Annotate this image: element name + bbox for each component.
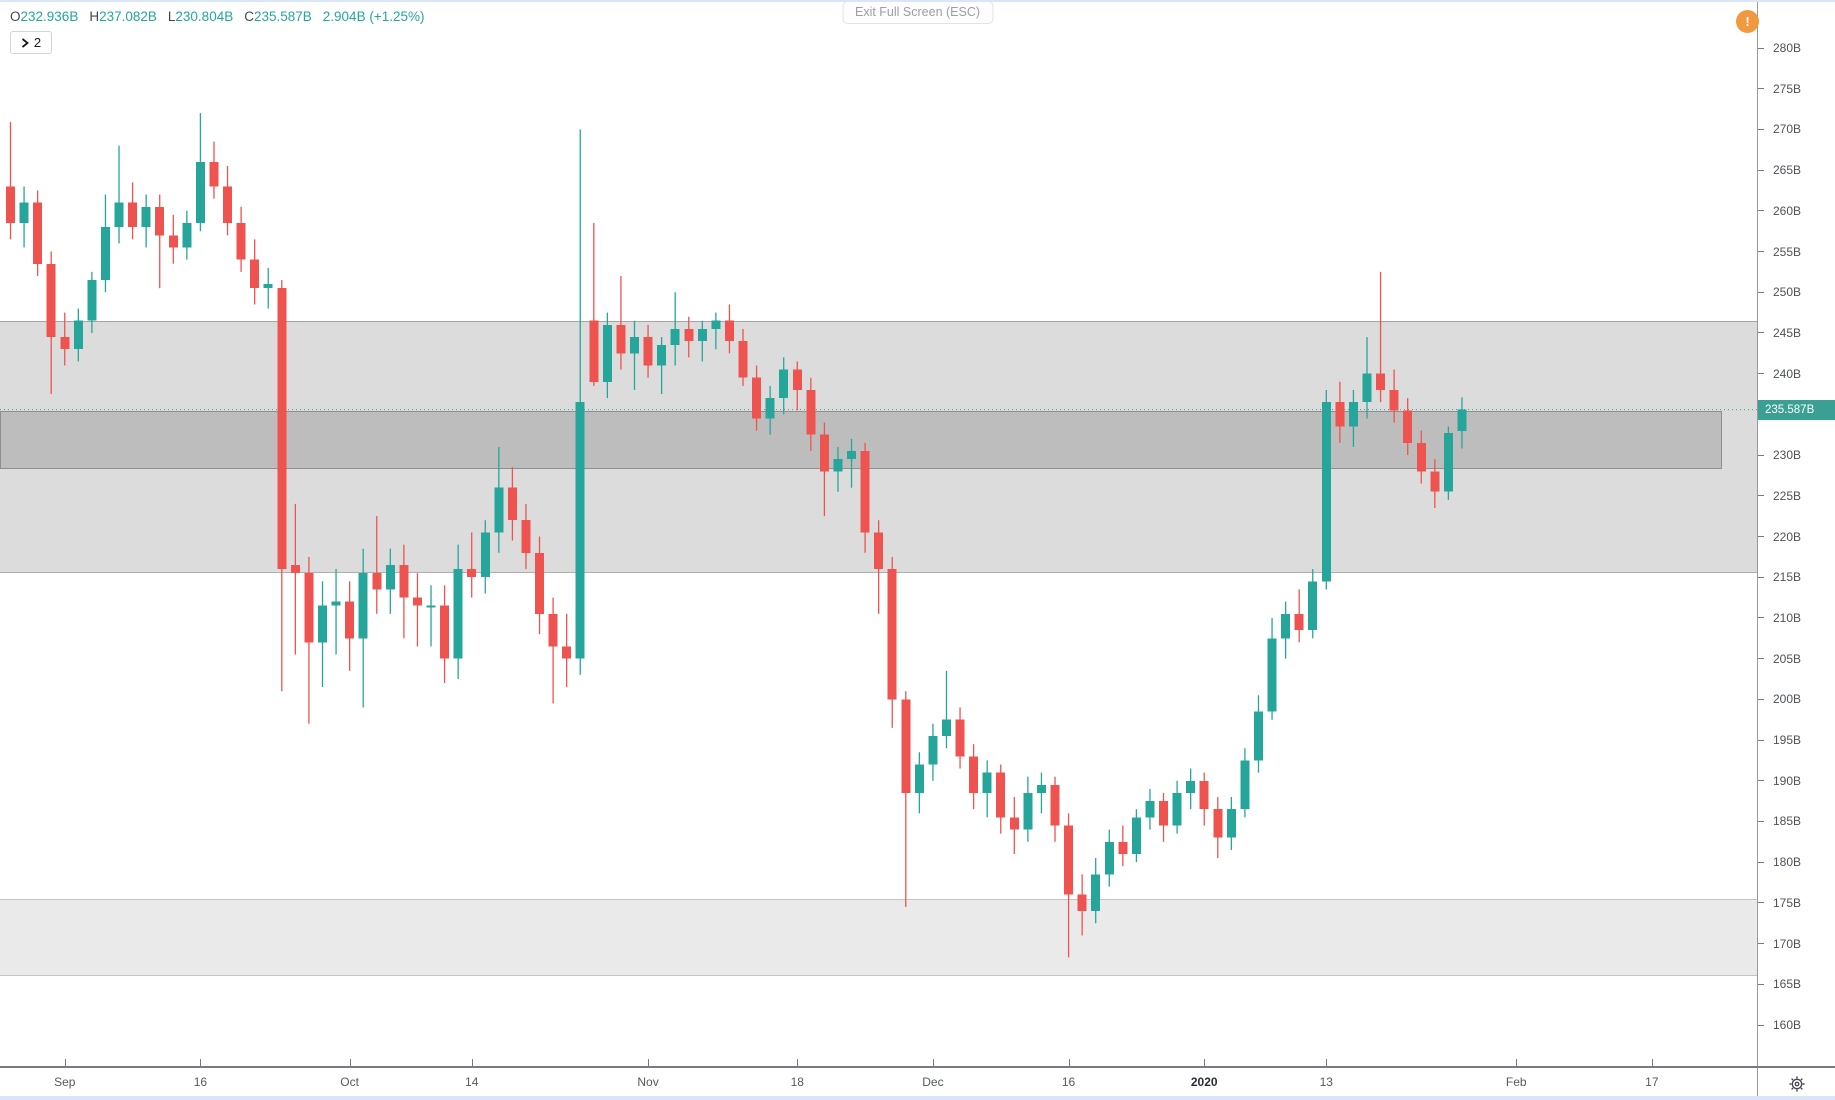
window-bottom-edge	[0, 1096, 1835, 1100]
price-tick	[1758, 576, 1764, 578]
price-tick	[1758, 373, 1764, 375]
price-tick-label: 280B	[1773, 41, 1802, 55]
price-tick	[1758, 536, 1764, 537]
price-tick	[1758, 698, 1764, 700]
price-tick	[1758, 210, 1764, 212]
current-price-label: 235.587B	[1758, 399, 1835, 420]
price-tick-label: 195B	[1773, 733, 1802, 748]
ohlc-change: 2.904B (+1.25%)	[322, 9, 425, 24]
ohlc-low: L230.804B	[167, 9, 234, 24]
time-tick-label: Feb	[1505, 1075, 1527, 1089]
time-tick	[349, 1059, 351, 1066]
axis-corner-cell	[1757, 1066, 1835, 1100]
price-tick-label: 215B	[1773, 570, 1802, 585]
indicators-count: 2	[33, 35, 42, 50]
price-tick	[1758, 47, 1764, 49]
ohlc-high: H237.082B	[89, 9, 157, 24]
exit-fullscreen-button[interactable]: Exit Full Screen (ESC)	[841, 1, 994, 24]
price-tick	[1758, 617, 1764, 619]
time-tick-label: 16	[1061, 1075, 1076, 1089]
price-tick-label: 255B	[1773, 244, 1802, 259]
window-top-edge	[0, 0, 1835, 2]
chevron-right-icon	[21, 37, 29, 48]
price-tick-label: 190B	[1773, 773, 1802, 788]
price-tick-label: 210B	[1773, 610, 1802, 625]
price-tick-label: 250B	[1773, 285, 1802, 300]
indicators-expand-button[interactable]: 2	[10, 31, 52, 54]
gear-icon[interactable]	[1787, 1074, 1807, 1094]
price-tick-label: 205B	[1773, 651, 1802, 666]
time-tick-label: Oct	[340, 1075, 359, 1089]
time-tick	[64, 1059, 66, 1066]
price-tick	[1758, 454, 1764, 456]
time-tick-label: Nov	[637, 1075, 659, 1089]
time-tick	[471, 1059, 473, 1066]
price-tick-label: 240B	[1773, 366, 1802, 381]
price-tick	[1758, 169, 1764, 171]
price-tick	[1758, 291, 1764, 293]
time-tick	[1068, 1059, 1070, 1066]
price-tick-label: 185B	[1773, 814, 1802, 829]
time-tick	[200, 1059, 202, 1066]
price-tick-label: 175B	[1773, 895, 1802, 910]
ohlc-close: C235.587B	[244, 9, 312, 24]
warning-icon[interactable]: !	[1736, 10, 1759, 33]
time-tick	[1204, 1059, 1206, 1066]
time-tick	[1516, 1059, 1518, 1066]
price-tick	[1758, 780, 1764, 782]
time-tick	[1326, 1059, 1328, 1066]
time-tick-label: 17	[1645, 1075, 1659, 1089]
price-tick-label: 270B	[1773, 122, 1802, 137]
time-axis[interactable]: Sep 16 Oct 14 Nov 18 Dec 16 2020 13 Feb 17	[0, 1059, 1757, 1100]
price-tick-label: 230B	[1773, 448, 1802, 463]
lower-light-zone	[0, 898, 1757, 977]
time-tick	[932, 1059, 934, 1066]
price-axis[interactable]: 280B275B270B265B260B255B250B245B240B235B…	[1757, 0, 1835, 1066]
time-tick-label: Dec	[922, 1075, 944, 1089]
price-tick	[1758, 902, 1764, 904]
candles-layer	[0, 113, 1757, 958]
price-tick-label: 160B	[1773, 1018, 1802, 1032]
price-tick-label: 165B	[1773, 977, 1802, 992]
legend: O232.936B H237.082B L230.804B C235.587B …	[10, 9, 425, 54]
time-tick	[797, 1059, 799, 1066]
price-tick	[1758, 943, 1764, 945]
price-tick	[1758, 658, 1764, 660]
price-tick	[1758, 1024, 1764, 1026]
time-tick	[648, 1059, 650, 1066]
price-tick-label: 260B	[1773, 203, 1802, 218]
price-tick	[1758, 820, 1764, 822]
price-tick	[1758, 861, 1764, 863]
price-tick-label: 225B	[1773, 488, 1802, 503]
price-tick-label: 265B	[1773, 163, 1802, 178]
time-tick	[1651, 1059, 1653, 1066]
time-tick-label: 18	[790, 1075, 804, 1089]
price-tick-label: 275B	[1773, 81, 1802, 96]
price-tick-label: 245B	[1773, 325, 1802, 340]
price-tick	[1758, 128, 1764, 130]
price-tick	[1758, 739, 1764, 741]
price-tick-label: 170B	[1773, 936, 1802, 951]
time-tick-label: 13	[1319, 1075, 1333, 1089]
price-tick-label: 180B	[1773, 855, 1802, 870]
price-tick	[1758, 88, 1764, 90]
price-tick-label: 200B	[1773, 692, 1802, 707]
price-tick-label: 220B	[1773, 529, 1802, 544]
ohlc-open: O232.936B	[10, 9, 79, 24]
candlestick-chart[interactable]	[0, 0, 1757, 1066]
price-tick	[1758, 332, 1764, 334]
time-tick-label: 16	[193, 1075, 208, 1089]
time-tick-label: Sep	[54, 1075, 76, 1089]
price-tick	[1758, 251, 1764, 253]
price-tick	[1758, 495, 1764, 497]
price-tick	[1758, 983, 1764, 985]
time-tick-label: 14	[465, 1075, 479, 1089]
time-tick-label: 2020	[1190, 1075, 1218, 1089]
ohlc-readout: O232.936B H237.082B L230.804B C235.587B …	[10, 9, 425, 24]
